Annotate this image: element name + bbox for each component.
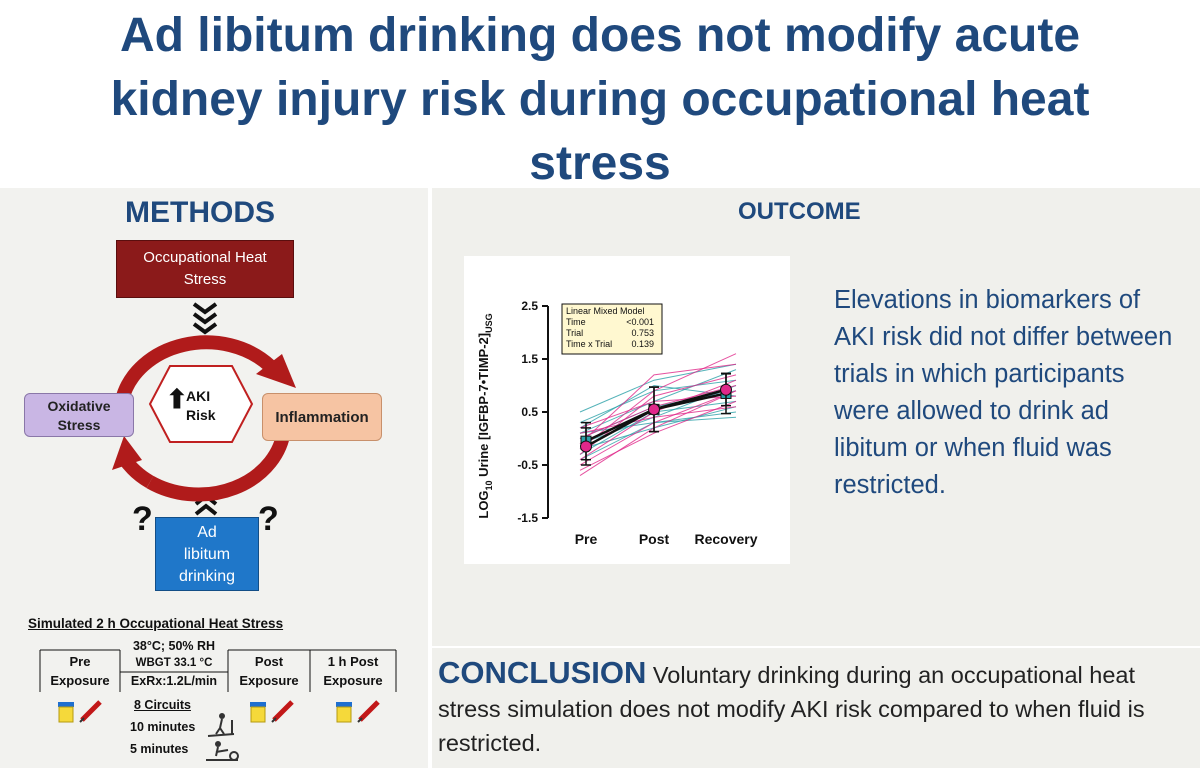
post-line-2: Exposure	[239, 673, 299, 688]
cycle-arrows-icon	[112, 335, 296, 502]
title-line-3: stress	[529, 137, 671, 190]
syringe-icon	[357, 700, 380, 723]
title-line-2: kidney injury risk during occupational h…	[110, 73, 1090, 126]
aki-hexagon	[148, 365, 254, 443]
protocol-title: Simulated 2 h Occupational Heat Stress	[28, 616, 284, 631]
syringe-icon	[271, 700, 294, 723]
y-tick-label: -1.5	[517, 511, 538, 525]
five-minutes-label: 5 minutes	[130, 742, 189, 756]
pink-individual-line	[579, 363, 737, 445]
pre-exposure-cell: Pre Exposure	[40, 652, 120, 690]
pre-line-1: Pre	[69, 654, 91, 669]
mean-point-circle	[720, 383, 732, 396]
treadmill-icon	[207, 713, 235, 737]
conclusion-panel	[432, 648, 1200, 768]
cycle-diagram	[112, 302, 296, 516]
legend-row-trial-value: 0.753	[631, 328, 654, 338]
legend-row-trial-label: Trial	[566, 328, 583, 338]
mean-point-circle	[648, 403, 660, 416]
pre-line-2: Exposure	[50, 673, 110, 688]
post-1h-cell: 1 h Post Exposure	[310, 652, 396, 690]
heat-stress-line-2: Stress	[183, 271, 227, 288]
condition-wbgt: WBGT 33.1 °C	[135, 657, 213, 669]
ylabel-usg: USG	[484, 313, 494, 333]
legend-row-interaction-value: 0.139	[631, 339, 654, 349]
post-exposure-cell: Post Exposure	[228, 652, 310, 690]
ad-libitum-box: Ad libitum drinking	[155, 517, 259, 591]
legend-row-time-value: <0.001	[626, 317, 654, 327]
outcome-heading: OUTCOME	[738, 198, 861, 225]
chart-axes: 2.5 1.5 0.5 -0.5 -1.5 Pre Post Recovery	[517, 299, 757, 547]
up-arrow-icon: ⬆	[166, 384, 188, 414]
inflammation-box: Inflammation	[262, 393, 382, 441]
oxidative-stress-box: Oxidative Stress	[24, 393, 134, 437]
conclusion-text: Voluntary drinking during an occupationa…	[438, 662, 1145, 756]
post-line-1: Post	[254, 654, 284, 669]
aki-label-line-1: AKI	[186, 388, 211, 404]
protocol-table-lines	[39, 649, 397, 692]
question-mark-left: ?	[132, 500, 153, 538]
x-tick-label: Recovery	[694, 531, 757, 547]
adlib-line-1: Ad	[197, 524, 217, 541]
heat-stress-line-1: Occupational Heat	[143, 249, 267, 266]
aki-risk-label: AKI Risk	[186, 387, 216, 425]
outcome-text: Elevations in biomarkers of AKI risk did…	[834, 286, 1173, 499]
mean-series	[580, 372, 732, 466]
ylabel-sub: 10	[484, 480, 494, 490]
urine-sample-icon	[58, 702, 74, 723]
stats-legend: Linear Mixed Model Time <0.001 Trial 0.7…	[561, 303, 663, 355]
heat-stress-box: Occupational Heat Stress	[116, 240, 294, 298]
chevron-down-icon	[192, 302, 218, 335]
methods-heading: METHODS	[125, 196, 275, 229]
legend-row-interaction-label: Time x Trial	[566, 339, 612, 349]
mean-point-circle	[580, 440, 592, 453]
svg-text:LOG10 Urine [IGFBP-7•TIMP-2]US: LOG10 Urine [IGFBP-7•TIMP-2]USG	[476, 313, 494, 518]
condition-exrx: ExRx:1.2L/min	[130, 674, 218, 688]
ten-minutes-label: 10 minutes	[130, 720, 196, 734]
adlib-line-3: drinking	[178, 568, 236, 585]
x-tick-label: Post	[639, 531, 670, 547]
legend-title: Linear Mixed Model	[566, 306, 645, 316]
question-mark-right: ?	[258, 500, 279, 538]
title-line-1: Ad libitum drinking does not modify acut…	[119, 9, 1081, 62]
teal-individual-line	[579, 363, 737, 413]
y-tick-label: 2.5	[521, 299, 538, 313]
syringe-icon	[79, 700, 102, 723]
oxidative-line-1: Oxidative	[47, 398, 111, 414]
conclusion-heading: CONCLUSION	[438, 655, 647, 690]
circuits-label: 8 Circuits	[134, 698, 191, 712]
ylabel-log: LOG	[476, 490, 491, 518]
adlib-line-2: libitum	[183, 546, 231, 563]
legend-row-time-label: Time	[566, 317, 586, 327]
x-tick-label: Pre	[575, 531, 598, 547]
post1h-line-2: Exposure	[323, 673, 383, 688]
y-axis-label: LOG10 Urine [IGFBP-7•TIMP-2]USG	[476, 313, 494, 518]
biomarker-chart: LOG10 Urine [IGFBP-7•TIMP-2]USG 2.5 1.5 0.…	[476, 299, 758, 547]
conclusion-block: CONCLUSION Voluntary drinking during an …	[438, 656, 1198, 760]
condition-top: 38°C; 50% RH	[132, 639, 216, 653]
y-tick-label: 0.5	[521, 405, 538, 419]
poster-title: Ad libitum drinking does not modify acut…	[0, 0, 1200, 190]
aki-label-line-2: Risk	[186, 407, 216, 423]
post1h-line-1: 1 h Post	[327, 654, 379, 669]
y-tick-label: 1.5	[521, 352, 538, 366]
oxidative-line-2: Stress	[57, 417, 101, 433]
urine-sample-icon	[250, 702, 266, 723]
pink-individual-line	[579, 400, 737, 471]
urine-sample-icon	[336, 702, 352, 723]
rowing-icon	[206, 741, 239, 761]
ylabel-main: Urine [IGFBP-7•TIMP-2]	[476, 333, 491, 481]
y-tick-label: -0.5	[517, 458, 538, 472]
